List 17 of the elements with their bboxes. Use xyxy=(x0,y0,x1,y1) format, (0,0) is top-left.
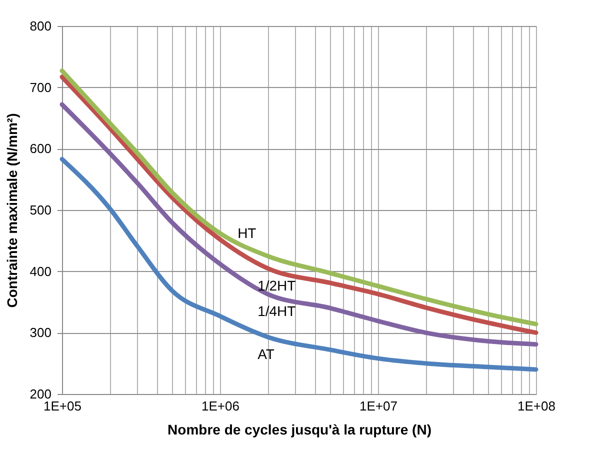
x-axis-title: Nombre de cycles jusqu'à la rupture (N) xyxy=(168,422,432,438)
x-tick-label: 1E+06 xyxy=(202,398,240,414)
x-tick-label: 1E+07 xyxy=(360,398,398,414)
y-tick-label: 300 xyxy=(30,325,52,340)
series-label: HT xyxy=(238,225,257,241)
y-tick-label: 800 xyxy=(30,18,52,34)
y-tick-label: 600 xyxy=(30,141,52,156)
x-tick-label: 1E+05 xyxy=(44,398,82,414)
x-tick-label: 1E+08 xyxy=(518,398,556,414)
series-label: 1/2HT xyxy=(258,277,296,294)
series-label: AT xyxy=(258,346,275,362)
y-axis-title: Contrainte maximale (N/mm²) xyxy=(4,113,20,308)
y-tick-label: 500 xyxy=(30,202,52,218)
y-tick-label: 200 xyxy=(30,386,52,402)
y-tick-label: 700 xyxy=(30,80,52,95)
y-tick-label: 400 xyxy=(30,264,52,279)
series-label: 1/4HT xyxy=(258,303,296,320)
